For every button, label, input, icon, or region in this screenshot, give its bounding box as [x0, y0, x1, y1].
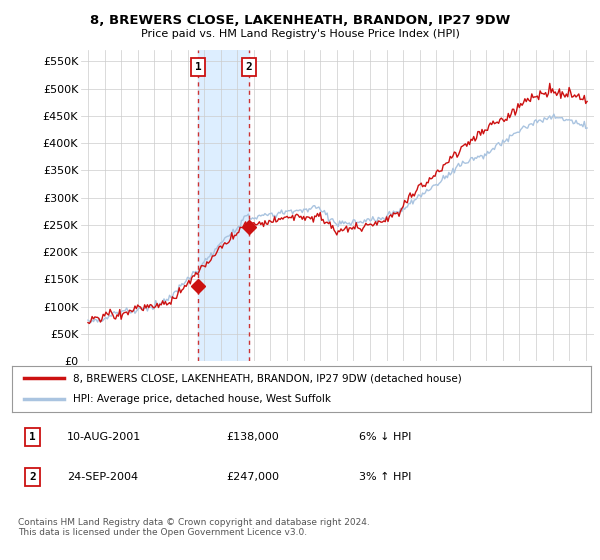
Text: 3% ↑ HPI: 3% ↑ HPI — [359, 472, 412, 482]
Text: HPI: Average price, detached house, West Suffolk: HPI: Average price, detached house, West… — [73, 394, 331, 404]
Text: 1: 1 — [29, 432, 35, 442]
Text: 10-AUG-2001: 10-AUG-2001 — [67, 432, 141, 442]
Text: 8, BREWERS CLOSE, LAKENHEATH, BRANDON, IP27 9DW: 8, BREWERS CLOSE, LAKENHEATH, BRANDON, I… — [90, 14, 510, 27]
Text: £247,000: £247,000 — [226, 472, 279, 482]
Text: 2: 2 — [245, 62, 253, 72]
Text: 8, BREWERS CLOSE, LAKENHEATH, BRANDON, IP27 9DW (detached house): 8, BREWERS CLOSE, LAKENHEATH, BRANDON, I… — [73, 373, 461, 383]
Text: Contains HM Land Registry data © Crown copyright and database right 2024.
This d: Contains HM Land Registry data © Crown c… — [18, 518, 370, 538]
Text: Price paid vs. HM Land Registry's House Price Index (HPI): Price paid vs. HM Land Registry's House … — [140, 29, 460, 39]
Bar — [198, 50, 249, 361]
Text: 1: 1 — [194, 62, 201, 72]
Text: 6% ↓ HPI: 6% ↓ HPI — [359, 432, 412, 442]
Text: 2: 2 — [29, 472, 35, 482]
Text: 24-SEP-2004: 24-SEP-2004 — [67, 472, 138, 482]
Text: £138,000: £138,000 — [226, 432, 279, 442]
